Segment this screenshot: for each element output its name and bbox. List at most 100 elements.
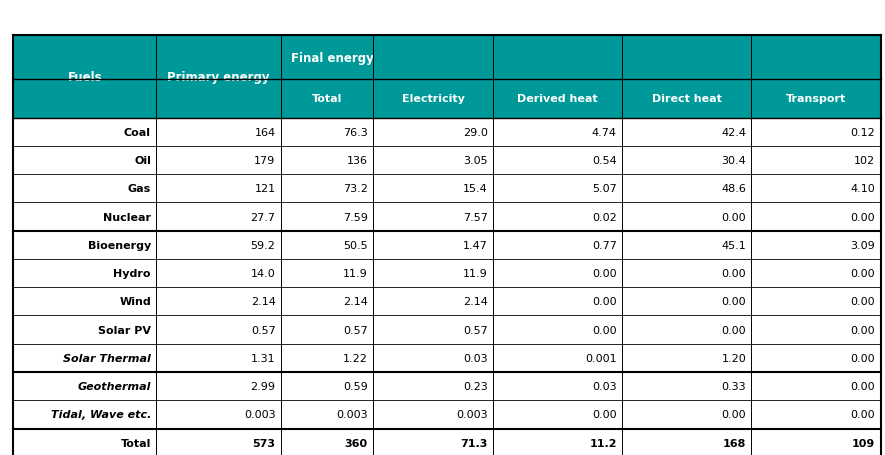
Text: Solar Thermal: Solar Thermal bbox=[63, 353, 151, 363]
Bar bbox=[13, 344, 157, 372]
Bar bbox=[622, 259, 751, 288]
Bar bbox=[373, 344, 493, 372]
Text: 2.14: 2.14 bbox=[342, 297, 368, 307]
Bar bbox=[493, 372, 622, 400]
Text: 0.54: 0.54 bbox=[592, 156, 617, 166]
Bar bbox=[493, 429, 622, 455]
Bar bbox=[281, 344, 373, 372]
Bar bbox=[281, 259, 373, 288]
Bar bbox=[13, 147, 157, 175]
Text: Solar PV: Solar PV bbox=[98, 325, 151, 335]
Text: Nuclear: Nuclear bbox=[103, 212, 151, 222]
Bar bbox=[157, 203, 281, 231]
Bar bbox=[157, 36, 281, 118]
Text: 0.001: 0.001 bbox=[585, 353, 617, 363]
Text: 0.00: 0.00 bbox=[721, 297, 746, 307]
Bar bbox=[157, 288, 281, 316]
Bar bbox=[493, 316, 622, 344]
Bar bbox=[751, 118, 881, 147]
Text: 0.23: 0.23 bbox=[463, 381, 488, 391]
Bar bbox=[373, 288, 493, 316]
Bar bbox=[281, 80, 373, 118]
Bar bbox=[493, 231, 622, 259]
Text: 0.003: 0.003 bbox=[336, 410, 368, 420]
Bar bbox=[622, 288, 751, 316]
Text: 71.3: 71.3 bbox=[460, 438, 488, 448]
Text: 0.00: 0.00 bbox=[850, 353, 875, 363]
Bar bbox=[281, 288, 373, 316]
Bar bbox=[622, 316, 751, 344]
Bar bbox=[373, 147, 493, 175]
Text: 15.4: 15.4 bbox=[463, 184, 488, 194]
Bar bbox=[751, 259, 881, 288]
Bar bbox=[13, 429, 157, 455]
Text: 0.57: 0.57 bbox=[463, 325, 488, 335]
Bar bbox=[157, 175, 281, 203]
Text: 0.00: 0.00 bbox=[721, 268, 746, 278]
Text: Coal: Coal bbox=[124, 127, 151, 137]
Bar bbox=[622, 147, 751, 175]
Bar bbox=[373, 400, 493, 429]
Text: 0.03: 0.03 bbox=[592, 381, 617, 391]
Text: Direct heat: Direct heat bbox=[652, 94, 722, 104]
Text: 0.59: 0.59 bbox=[343, 381, 368, 391]
Text: Total: Total bbox=[312, 94, 342, 104]
Bar bbox=[373, 429, 493, 455]
Bar bbox=[281, 316, 373, 344]
Bar bbox=[157, 231, 281, 259]
Bar bbox=[493, 203, 622, 231]
Bar bbox=[751, 231, 881, 259]
Text: 76.3: 76.3 bbox=[343, 127, 368, 137]
Text: Derived heat: Derived heat bbox=[518, 94, 598, 104]
Text: 0.12: 0.12 bbox=[850, 127, 875, 137]
Bar bbox=[373, 80, 493, 118]
Text: 360: 360 bbox=[344, 438, 368, 448]
Text: Electricity: Electricity bbox=[402, 94, 465, 104]
Text: 4.10: 4.10 bbox=[850, 184, 875, 194]
Text: Primary energy: Primary energy bbox=[167, 71, 270, 84]
Text: 0.00: 0.00 bbox=[592, 325, 617, 335]
Bar bbox=[281, 147, 373, 175]
Text: 0.003: 0.003 bbox=[456, 410, 488, 420]
Bar bbox=[13, 316, 157, 344]
Text: 7.59: 7.59 bbox=[342, 212, 368, 222]
Bar bbox=[13, 372, 157, 400]
Bar bbox=[751, 203, 881, 231]
Bar bbox=[373, 203, 493, 231]
Text: 0.00: 0.00 bbox=[850, 212, 875, 222]
Text: 164: 164 bbox=[254, 127, 275, 137]
Text: 29.0: 29.0 bbox=[463, 127, 488, 137]
Text: 179: 179 bbox=[254, 156, 275, 166]
Bar bbox=[751, 344, 881, 372]
Bar bbox=[493, 400, 622, 429]
Text: Oil: Oil bbox=[135, 156, 151, 166]
Bar bbox=[493, 118, 622, 147]
Bar bbox=[157, 344, 281, 372]
Text: 48.6: 48.6 bbox=[721, 184, 746, 194]
Text: 11.9: 11.9 bbox=[343, 268, 368, 278]
Bar bbox=[751, 372, 881, 400]
Text: 50.5: 50.5 bbox=[343, 240, 368, 250]
Text: 121: 121 bbox=[254, 184, 275, 194]
Text: 1.22: 1.22 bbox=[342, 353, 368, 363]
Bar bbox=[751, 175, 881, 203]
Text: 0.77: 0.77 bbox=[592, 240, 617, 250]
Bar bbox=[281, 175, 373, 203]
Text: Gas: Gas bbox=[127, 184, 151, 194]
Text: 573: 573 bbox=[252, 438, 275, 448]
Text: Tidal, Wave etc.: Tidal, Wave etc. bbox=[50, 410, 151, 420]
Bar bbox=[13, 118, 157, 147]
Bar bbox=[622, 203, 751, 231]
Text: Wind: Wind bbox=[119, 297, 151, 307]
Bar bbox=[751, 429, 881, 455]
Bar bbox=[622, 118, 751, 147]
Text: 45.1: 45.1 bbox=[721, 240, 746, 250]
Text: 0.00: 0.00 bbox=[850, 268, 875, 278]
Text: 0.33: 0.33 bbox=[721, 381, 746, 391]
Bar bbox=[373, 372, 493, 400]
Text: 0.00: 0.00 bbox=[850, 381, 875, 391]
Text: 1.47: 1.47 bbox=[463, 240, 488, 250]
Text: 7.57: 7.57 bbox=[463, 212, 488, 222]
Text: 0.003: 0.003 bbox=[244, 410, 275, 420]
Text: 4.74: 4.74 bbox=[592, 127, 617, 137]
